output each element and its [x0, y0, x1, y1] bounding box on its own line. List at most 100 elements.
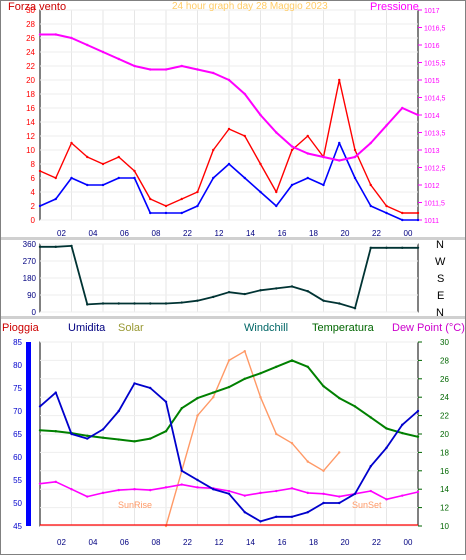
humidity-line-point: [322, 501, 325, 505]
humidity-tick-label: 60: [13, 453, 22, 462]
pressure-line-point: [369, 141, 372, 145]
pressure-line-point: [164, 68, 168, 71]
wind-direction-line-point: [401, 246, 404, 249]
x-tick-label: 18: [309, 229, 318, 238]
wind-tick-label: 12: [26, 132, 35, 141]
wind-direction-line-point: [54, 245, 57, 249]
humidity-tick-label: 55: [13, 476, 22, 485]
temperature-tick-label: 18: [440, 448, 449, 457]
dewpoint-line-point: [38, 482, 42, 485]
temperature-line-point: [86, 434, 89, 438]
direction-tick-label: 0: [32, 308, 37, 317]
wind-average-line-point: [259, 190, 262, 194]
pressure-line-point: [227, 78, 231, 82]
temperature-line-point: [243, 377, 246, 380]
solar-line-point: [275, 432, 278, 436]
direction-tick-label: 360: [23, 240, 37, 249]
pressure-line-point: [70, 36, 73, 40]
wind-average-line-point: [243, 176, 246, 180]
pressure-line-point: [401, 106, 404, 110]
dewpoint-line-point: [164, 486, 168, 489]
wind-average-line-point: [353, 176, 357, 180]
temperature-line-point: [54, 430, 57, 433]
dewpoint-line-point: [322, 492, 325, 495]
wind-tick-label: 26: [26, 34, 35, 43]
temperature-line-point: [227, 385, 231, 389]
dewpoint-line-point: [290, 487, 294, 490]
wind-average-line-point: [401, 218, 404, 222]
wind-average-line-point: [196, 204, 199, 208]
label-windchill: Windchill: [244, 322, 288, 334]
pressure-tick-label: 1011,5: [424, 201, 445, 208]
humidity-line-point: [227, 492, 231, 495]
pressure-tick-label: 1016,5: [424, 26, 446, 33]
wind-speed-line-point: [275, 190, 278, 194]
dir-label-n-bottom: N: [436, 307, 444, 319]
temperature-line-point: [149, 437, 152, 440]
x-tick-label: 20: [341, 538, 350, 547]
pressure-tick-label: 1017: [424, 8, 440, 15]
solar-line-point: [196, 414, 199, 417]
dir-label-e: E: [437, 290, 444, 302]
humidity-line-point: [196, 478, 199, 482]
humidity-line-point: [86, 437, 89, 440]
wind-direction-line-point: [133, 302, 136, 305]
dewpoint-line-point: [369, 489, 372, 493]
wind-average-line-point: [306, 176, 309, 180]
x-tick-label: 04: [89, 538, 98, 547]
humidity-line-point: [290, 515, 294, 518]
wind-direction-line-point: [180, 301, 183, 304]
panel1-series: [38, 33, 420, 222]
temperature-line-point: [259, 372, 262, 375]
wind-direction-line-point: [385, 246, 388, 249]
wind-average-line-point: [275, 204, 278, 208]
label-solar: Solar: [118, 322, 144, 334]
rain-axis-bar: [26, 342, 31, 526]
x-tick-label: 22: [372, 538, 381, 547]
x-tick-label: 22: [372, 229, 381, 238]
wind-speed-line-point: [86, 155, 89, 159]
temperature-line-point: [306, 365, 309, 369]
wind-average-line-point: [86, 183, 89, 187]
wind-speed-line-point: [353, 148, 357, 152]
pressure-line-point: [86, 43, 89, 47]
pressure-line-point: [38, 33, 42, 36]
dewpoint-line-point: [133, 488, 136, 491]
humidity-line-point: [401, 423, 404, 426]
pressure-line-point: [290, 145, 294, 148]
temperature-tick-label: 24: [440, 393, 449, 402]
dewpoint-line-point: [54, 480, 57, 484]
solar-line-point: [338, 451, 341, 454]
dewpoint-line-point: [70, 488, 73, 491]
pressure-line-point: [196, 68, 199, 71]
wind-direction-line-point: [416, 246, 420, 249]
humidity-tick-label: 80: [13, 361, 22, 370]
panel3-series: [38, 350, 420, 528]
pressure-line-point: [385, 124, 388, 127]
wind-tick-label: 4: [31, 188, 36, 197]
humidity-line-point: [70, 432, 73, 436]
wind-direction-line-point: [275, 287, 278, 290]
temperature-line-point: [416, 435, 420, 438]
x-tick-label: 08: [152, 229, 161, 238]
pressure-line-point: [243, 92, 246, 96]
dewpoint-line-point: [227, 489, 231, 493]
wind-speed-line-point: [149, 197, 152, 201]
x-tick-label: 12: [215, 538, 224, 547]
humidity-tick-label: 75: [13, 384, 22, 393]
wind-tick-label: 0: [31, 216, 36, 225]
solar-line-point: [290, 442, 294, 445]
pressure-tick-label: 1014: [424, 113, 440, 120]
panel2-direction-axis: 0 90 180 270 360: [23, 240, 37, 317]
dewpoint-line-point: [243, 494, 246, 497]
wind-speed-line-point: [54, 176, 57, 180]
dewpoint-line-point: [196, 486, 199, 489]
dewpoint-line-point: [259, 491, 262, 495]
humidity-tick-label: 45: [13, 522, 22, 531]
temperature-line-point: [290, 359, 294, 362]
wind-speed-line-point: [243, 134, 246, 138]
wind-direction-line-point: [290, 285, 294, 288]
x-tick-label: 20: [341, 229, 350, 238]
